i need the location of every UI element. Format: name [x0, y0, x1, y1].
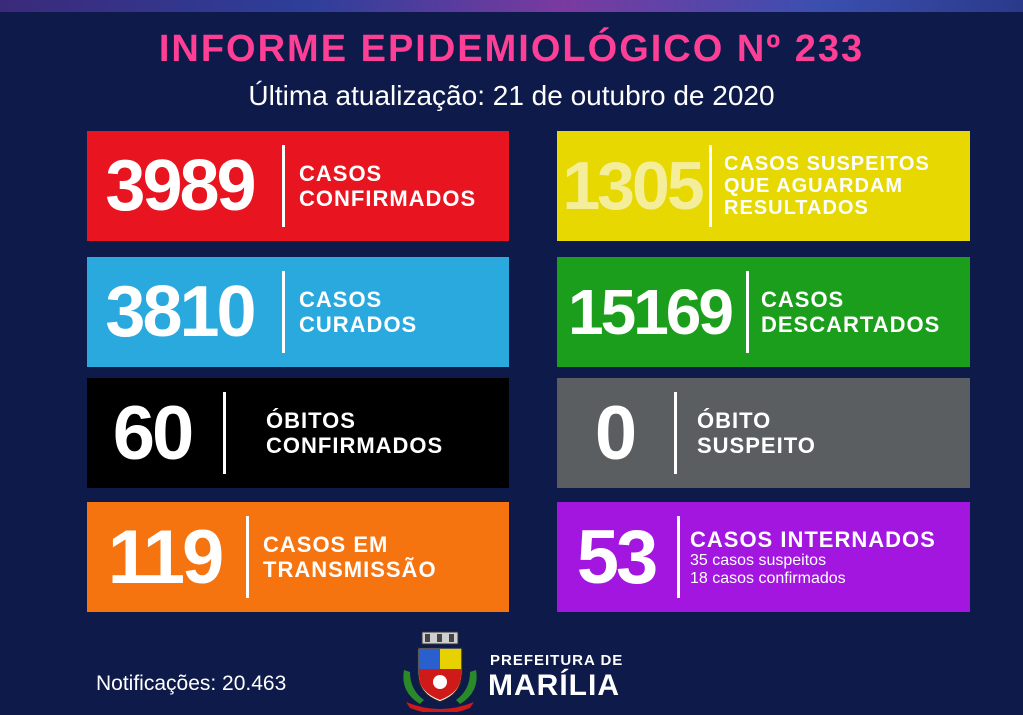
notifications-count: Notificações: 20.463 [96, 672, 287, 695]
page-title: INFORME EPIDEMIOLÓGICO Nº 233 [158, 28, 865, 70]
hospitalized-suspected: 35 casos suspeitos [690, 552, 827, 570]
card-divider [709, 145, 712, 227]
card-divider [282, 271, 285, 353]
card-value: 15169 [568, 276, 734, 348]
recovered-cases-card: 3810 CASOS CURADOS [87, 257, 509, 367]
confirmed-cases-card: 3989 CASOS CONFIRMADOS [87, 131, 509, 241]
city-crest-icon [403, 631, 477, 712]
card-value: 119 [107, 514, 225, 600]
org-name-line1: PREFEITURA DE [490, 652, 624, 669]
confirmed-deaths-card: 60 ÓBITOS CONFIRMADOS [87, 378, 509, 488]
card-label: CASOS EM TRANSMISSÃO [263, 531, 437, 582]
card-label: CASOS INTERNADOS 35 casos suspeitos 18 c… [690, 526, 936, 587]
card-label: CASOS SUSPEITOS QUE AGUARDAM RESULTADOS [724, 153, 930, 219]
card-divider [674, 392, 677, 474]
card-divider [282, 145, 285, 227]
card-label: ÓBITO SUSPEITO [697, 407, 816, 458]
card-label: CASOS CURADOS [299, 286, 418, 337]
card-value: 53 [576, 514, 659, 600]
card-label: CASOS CONFIRMADOS [299, 160, 477, 211]
card-value: 1305 [562, 148, 704, 224]
card-divider [223, 392, 226, 474]
card-divider [746, 271, 749, 353]
card-value: 3810 [105, 272, 256, 352]
hospitalized-confirmed: 18 casos confirmados [690, 569, 846, 587]
transmission-cases-card: 119 CASOS EM TRANSMISSÃO [87, 502, 509, 612]
card-value: 60 [112, 390, 195, 476]
card-divider [677, 516, 680, 598]
card-value: 3989 [105, 146, 256, 226]
discarded-cases-card: 15169 CASOS DESCARTADOS [557, 257, 970, 367]
hospitalized-cases-card: 53 CASOS INTERNADOS 35 casos suspeitos 1… [557, 502, 970, 612]
last-update: Última atualização: 21 de outubro de 202… [248, 80, 775, 111]
top-banner [0, 0, 1023, 12]
card-divider [246, 516, 249, 598]
card-label: ÓBITOS CONFIRMADOS [266, 407, 444, 458]
org-name-line2: MARÍLIA [488, 669, 620, 702]
suspected-cases-card: 1305 CASOS SUSPEITOS QUE AGUARDAM RESULT… [557, 131, 970, 241]
suspected-death-card: 0 ÓBITO SUSPEITO [557, 378, 970, 488]
card-value: 0 [594, 390, 637, 476]
card-label: CASOS DESCARTADOS [761, 286, 941, 337]
